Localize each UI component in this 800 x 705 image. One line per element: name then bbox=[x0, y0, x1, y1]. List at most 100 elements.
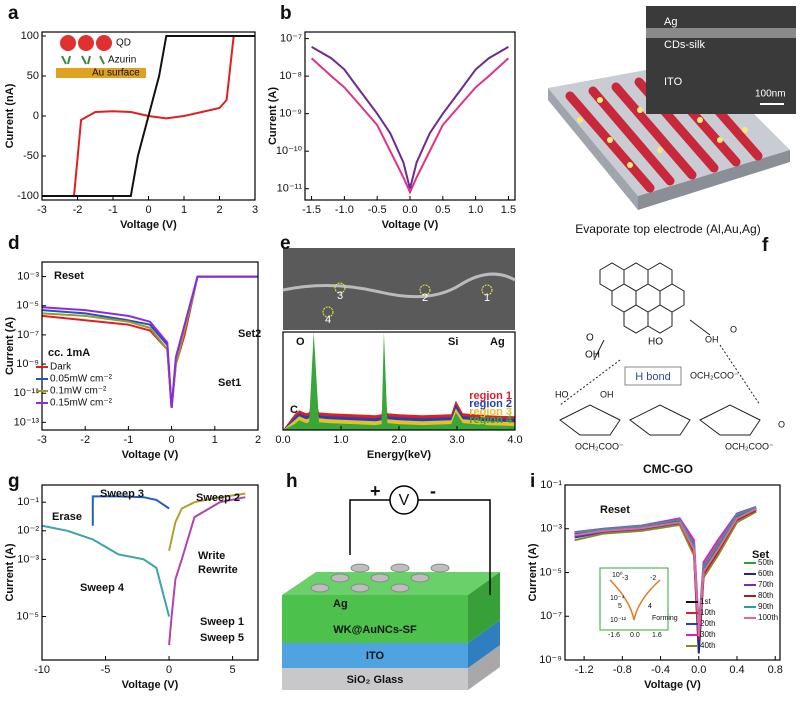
panel-label: f bbox=[762, 235, 769, 256]
annotation: Set1 bbox=[218, 377, 241, 389]
caption: CMC-GO bbox=[643, 462, 693, 476]
annotation: Sweep 3 bbox=[100, 488, 144, 500]
axes-frame bbox=[41, 261, 259, 431]
image-label: 4 bbox=[325, 314, 331, 326]
panel-label: a bbox=[8, 3, 19, 24]
y-tick-label: 10⁻¹³ bbox=[14, 416, 40, 428]
y-tick-label: 10⁻⁷ bbox=[540, 610, 562, 622]
line bbox=[168, 496, 246, 646]
x-tick-label: 3 bbox=[252, 204, 258, 216]
inset-label: -2 bbox=[650, 575, 656, 582]
series-group bbox=[42, 492, 246, 646]
series-group bbox=[283, 332, 515, 430]
y-tick-label: 10⁻⁵ bbox=[539, 566, 562, 578]
label: H bond bbox=[635, 371, 670, 383]
inset-label: 0.0 bbox=[630, 632, 640, 639]
label: V bbox=[399, 492, 410, 509]
legend-label: 0.1mW cm⁻² bbox=[50, 386, 107, 397]
x-tick-label: 1.0 bbox=[468, 204, 483, 216]
line bbox=[42, 524, 171, 617]
label: Ag bbox=[664, 16, 677, 28]
label: HO bbox=[648, 337, 663, 348]
line bbox=[42, 35, 255, 197]
inset-label: -1.6 bbox=[608, 632, 620, 639]
diagram-c: c Ag CDs-silk ITO 100nm Evaporate top el… bbox=[548, 5, 796, 236]
annotation: cc. 1mA bbox=[48, 347, 90, 359]
y-tick-label: 10⁻³ bbox=[17, 553, 39, 565]
x-axis-label: Voltage (V) bbox=[644, 679, 701, 691]
label: OH bbox=[600, 389, 614, 399]
y-tick-label: 10⁻⁸ bbox=[279, 70, 302, 82]
diagram-f: f OH O HO H bond OCH₂COO⁻ HO OH OH O OCH… bbox=[555, 235, 785, 476]
x-tick-label: -1 bbox=[124, 434, 134, 446]
legend-label: region 1 bbox=[469, 390, 512, 402]
y-tick-label: 10⁻¹¹ bbox=[14, 387, 40, 399]
label: OCH₂COO⁻ bbox=[690, 370, 739, 380]
line bbox=[574, 508, 757, 637]
legend-label: 40th bbox=[700, 641, 716, 650]
x-tick-label: 3.0 bbox=[449, 434, 464, 446]
annotation: Ag bbox=[490, 336, 505, 348]
line bbox=[91, 495, 170, 526]
image-label: 3 bbox=[337, 290, 343, 302]
x-tick-label: 1 bbox=[212, 434, 218, 446]
label: OCH₂COO⁻ bbox=[725, 441, 774, 451]
y-tick-label: 100 bbox=[21, 30, 39, 42]
x-tick-label: -3 bbox=[37, 204, 47, 216]
annotation: Set bbox=[752, 549, 769, 561]
x-tick-label: 0 bbox=[166, 664, 172, 676]
legend-label: 60th bbox=[758, 569, 774, 578]
y-tick-label: 10⁻⁹ bbox=[539, 654, 562, 666]
legend-label: region 3 bbox=[469, 406, 512, 418]
label: ITO bbox=[664, 76, 683, 88]
legend-label: region 4 bbox=[469, 414, 513, 426]
x-axis-label: Voltage (V) bbox=[120, 219, 177, 231]
annotation: O bbox=[296, 336, 305, 348]
y-tick-label: 10⁻⁹ bbox=[16, 358, 39, 370]
annotation: Set2 bbox=[238, 328, 261, 340]
annotation: Reset bbox=[54, 270, 84, 282]
y-axis-label: Current (A) bbox=[4, 317, 16, 375]
inset-label: 5 bbox=[618, 603, 622, 610]
annotation: Erase bbox=[52, 511, 82, 523]
series-group bbox=[42, 35, 255, 197]
label: HO bbox=[555, 389, 569, 399]
y-tick-label: 10⁻⁹ bbox=[279, 108, 302, 120]
y-tick-label: 10⁻⁵ bbox=[16, 610, 39, 622]
x-tick-label: 2.0 bbox=[391, 434, 406, 446]
label: OCH₂COO⁻ bbox=[575, 441, 624, 451]
axes-frame bbox=[41, 484, 259, 661]
diagram-h: h + V - Ag WK@AuNCs-SF ITO SiO₂ Glass bbox=[282, 471, 500, 690]
y-tick-label: -50 bbox=[23, 150, 39, 162]
x-tick-label: 0 bbox=[169, 434, 175, 446]
legend-label: 1st bbox=[700, 597, 711, 606]
label: - bbox=[430, 481, 436, 501]
sem-image bbox=[283, 248, 515, 330]
legend-label: 80th bbox=[758, 591, 774, 600]
y-tick-label: 10⁻¹ bbox=[17, 496, 39, 508]
x-axis-label: Voltage (V) bbox=[122, 679, 179, 691]
label: O bbox=[730, 324, 737, 334]
label: ITO bbox=[366, 650, 385, 662]
x-tick-label: -1.0 bbox=[335, 204, 354, 216]
x-tick-label: -10 bbox=[34, 664, 50, 676]
inset-label: 10⁻¹² bbox=[610, 617, 627, 624]
plot-area: -3 -2 -1 0 1 2 10⁻¹³ 10⁻¹¹ 10⁻⁹ 10⁻⁷ 10⁻⁵ 10⁻³ bbox=[14, 261, 261, 446]
y-axis-label: Current (A) bbox=[4, 543, 16, 601]
inset-label: 4 bbox=[648, 603, 652, 610]
x-tick-label: 0.5 bbox=[435, 204, 450, 216]
x-tick-label: 1.5 bbox=[501, 204, 516, 216]
annotation: Reset bbox=[600, 504, 630, 516]
x-tick-label: 0.8 bbox=[768, 664, 783, 676]
label: SiO₂ Glass bbox=[347, 674, 404, 686]
x-tick-label: 0.4 bbox=[729, 664, 744, 676]
x-axis-label: Voltage (V) bbox=[382, 219, 439, 231]
x-tick-label: 0.0 bbox=[691, 664, 706, 676]
x-tick-label: 0.0 bbox=[275, 434, 290, 446]
y-tick-label: 10⁻⁷ bbox=[17, 329, 39, 341]
x-tick-label: -0.5 bbox=[368, 204, 387, 216]
image-label: 2 bbox=[422, 292, 428, 304]
x-tick-label: 0 bbox=[145, 204, 151, 216]
label: O bbox=[586, 333, 594, 344]
y-axis-label: Current (nA) bbox=[4, 83, 16, 148]
